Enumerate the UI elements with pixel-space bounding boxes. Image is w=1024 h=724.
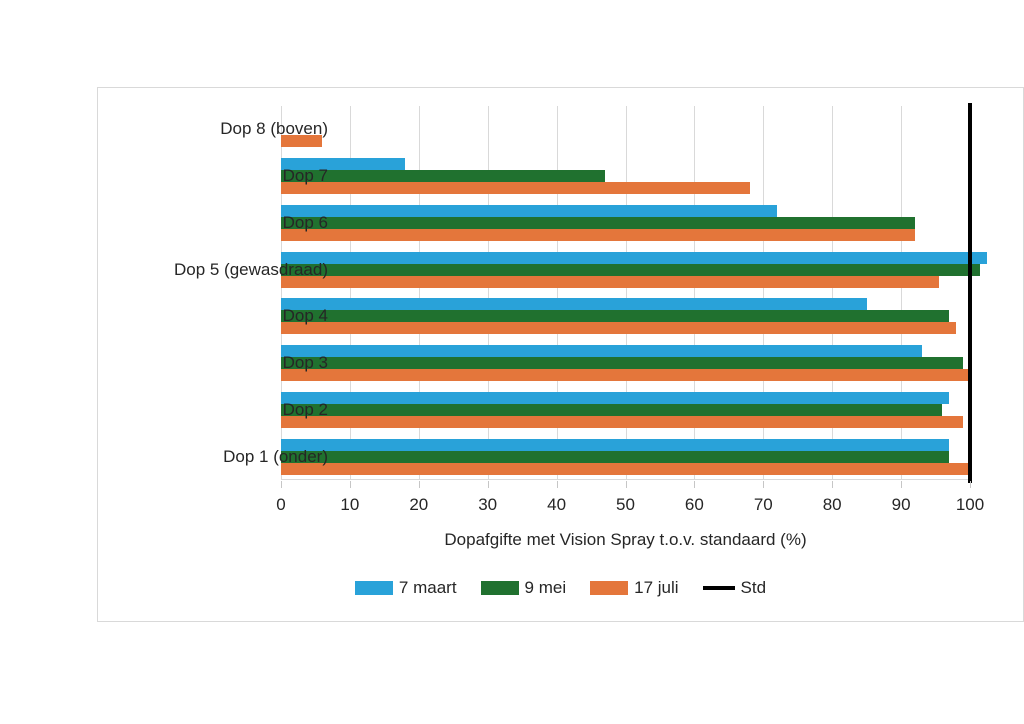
bar-17-juli-Dop-4 xyxy=(281,322,957,335)
bar-17-juli-Dop-5-gewasdraad- xyxy=(281,275,939,288)
gridline-x-0 xyxy=(281,106,282,479)
x-tick-label-30: 30 xyxy=(478,495,498,514)
x-tick-label-10: 10 xyxy=(340,495,360,514)
x-tick-label-50: 50 xyxy=(616,495,635,514)
x-tick-label-0: 0 xyxy=(276,495,286,514)
bar-17-juli-Dop-8-boven- xyxy=(281,135,323,148)
tick-mark-x-60 xyxy=(694,481,696,488)
legend-item-7-maart: 7 maart xyxy=(354,578,457,598)
category-label-4: Dop 4 xyxy=(282,306,328,326)
x-tick-label-40: 40 xyxy=(547,495,567,514)
bar-17-juli-Dop-6 xyxy=(281,228,915,241)
category-label-1: Dop 1 (onder) xyxy=(223,446,328,466)
tick-mark-x-100 xyxy=(970,481,971,488)
bar-17-juli-Dop-7 xyxy=(281,182,750,195)
gridline-x-10 xyxy=(349,106,351,479)
x-tick-label-20: 20 xyxy=(409,495,429,514)
bar-7-maart-Dop-6 xyxy=(281,204,778,217)
gridline-x-70 xyxy=(763,106,765,479)
tick-mark-x-30 xyxy=(487,481,489,488)
tick-mark-x-20 xyxy=(418,481,420,488)
bar-9-mei-Dop-4 xyxy=(281,310,950,323)
gridline-x-90 xyxy=(901,106,903,479)
legend-line-icon xyxy=(702,586,735,590)
tick-mark-x-80 xyxy=(832,481,834,488)
bar-9-mei-Dop-6 xyxy=(281,216,915,229)
std-reference-line xyxy=(968,103,972,483)
bar-7-maart-Dop-5-gewasdraad- xyxy=(281,251,988,264)
legend-swatch-icon xyxy=(354,581,393,595)
category-label-5: Dop 5 (gewasdraad) xyxy=(173,259,328,279)
category-label-8: Dop 8 (boven) xyxy=(220,119,328,139)
plot-area xyxy=(281,103,988,483)
bar-7-maart-Dop-7 xyxy=(281,158,406,171)
legend-label: 7 maart xyxy=(398,578,457,597)
tick-mark-x-70 xyxy=(763,481,765,488)
bar-7-maart-Dop-2 xyxy=(281,391,950,404)
bar-9-mei-Dop-1-onder- xyxy=(281,450,950,463)
tick-mark-x-50 xyxy=(625,481,627,488)
category-label-3: Dop 3 xyxy=(282,353,328,373)
legend-swatch-icon xyxy=(590,581,629,595)
bar-17-juli-Dop-2 xyxy=(281,415,964,428)
legend-label: 17 juli xyxy=(634,578,679,597)
bar-9-mei-Dop-7 xyxy=(281,170,605,183)
legend-item-Std: Std xyxy=(702,578,767,598)
x-tick-label-90: 90 xyxy=(891,495,911,514)
legend-item-17-juli: 17 juli xyxy=(590,578,679,598)
gridline-x-60 xyxy=(694,106,696,479)
legend-item-9-mei: 9 mei xyxy=(480,578,567,598)
legend-swatch-icon xyxy=(480,581,519,595)
x-axis-title: Dopafgifte met Vision Spray t.o.v. stand… xyxy=(444,530,807,549)
legend-label: Std xyxy=(740,578,767,597)
bar-9-mei-Dop-3 xyxy=(281,357,964,370)
chart-legend: 7 maart 9 mei 17 juli Std xyxy=(98,578,1023,598)
category-label-7: Dop 7 xyxy=(282,166,328,186)
x-tick-label-70: 70 xyxy=(753,495,773,514)
gridline-x-80 xyxy=(832,106,834,479)
gridline-x-30 xyxy=(487,106,489,479)
gridline-x-50 xyxy=(625,106,627,479)
legend-label: 9 mei xyxy=(524,578,567,597)
bar-9-mei-Dop-2 xyxy=(281,403,943,416)
category-label-6: Dop 6 xyxy=(282,212,328,232)
gridline-x-20 xyxy=(418,106,420,479)
bar-7-maart-Dop-4 xyxy=(281,298,867,311)
bar-9-mei-Dop-5-gewasdraad- xyxy=(281,263,981,276)
tick-mark-x-90 xyxy=(901,481,903,488)
tick-mark-x-0 xyxy=(281,481,282,488)
x-tick-label-60: 60 xyxy=(684,495,704,514)
bar-7-maart-Dop-3 xyxy=(281,345,922,358)
tick-mark-x-40 xyxy=(556,481,558,488)
gridline-x-40 xyxy=(556,106,558,479)
category-label-2: Dop 2 xyxy=(282,399,328,419)
chart-panel: Dopafgifte met Vision Spray t.o.v. stand… xyxy=(97,87,1024,622)
x-tick-label-100: 100 xyxy=(955,495,985,514)
bar-17-juli-Dop-3 xyxy=(281,369,970,382)
x-tick-label-80: 80 xyxy=(822,495,842,514)
bar-17-juli-Dop-1-onder- xyxy=(281,462,970,475)
bar-7-maart-Dop-1-onder- xyxy=(281,438,950,451)
tick-mark-x-10 xyxy=(349,481,351,488)
